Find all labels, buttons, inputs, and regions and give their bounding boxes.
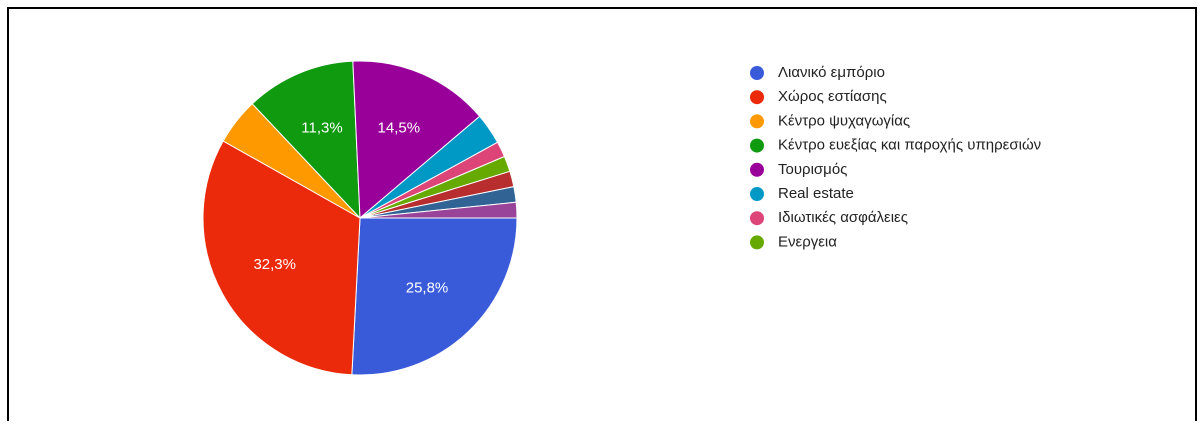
- slice-label: 25,8%: [406, 280, 449, 297]
- pie-slice: [251, 60, 361, 220]
- legend-swatch: [750, 114, 764, 129]
- legend: Λιανικό εμπόριο Χώρος εστίασης Κέντρο ψυχα…: [750, 64, 1041, 250]
- legend-label: Ιδιωτικές ασφάλειες: [778, 209, 908, 226]
- pie-slice: [359, 201, 518, 219]
- legend-swatch: [750, 90, 764, 105]
- legend-swatch: [750, 138, 764, 153]
- legend-swatch: [750, 211, 764, 226]
- legend-swatch: [750, 162, 764, 177]
- legend-label: Χώρος εστίασης: [778, 88, 887, 105]
- legend-swatch: [750, 66, 764, 80]
- slice-label: 14,5%: [378, 120, 421, 137]
- legend-swatch: [750, 235, 764, 250]
- legend-label: Λιανικό εμπόριο: [778, 64, 885, 81]
- legend-label: Τουρισμός: [778, 161, 847, 178]
- pie-slice: [351, 217, 518, 376]
- legend-label: Κέντρο ευεξίας και παροχής υπηρεσιών: [778, 137, 1041, 154]
- legend-swatch: [750, 187, 764, 201]
- legend-label: Real estate: [778, 185, 854, 202]
- pie-slice: [202, 140, 361, 376]
- frame: [7, 7, 1197, 421]
- legend-label: Κέντρο ψυχαγωγίας: [778, 112, 910, 129]
- slice-label: 32,3%: [253, 256, 296, 273]
- pie: 25,8% 32,3% 11,3% 14,5%: [202, 60, 518, 376]
- pie-slice: [352, 60, 481, 220]
- legend-label: Ενεργεια: [778, 233, 837, 250]
- slice-label: 11,3%: [301, 119, 342, 136]
